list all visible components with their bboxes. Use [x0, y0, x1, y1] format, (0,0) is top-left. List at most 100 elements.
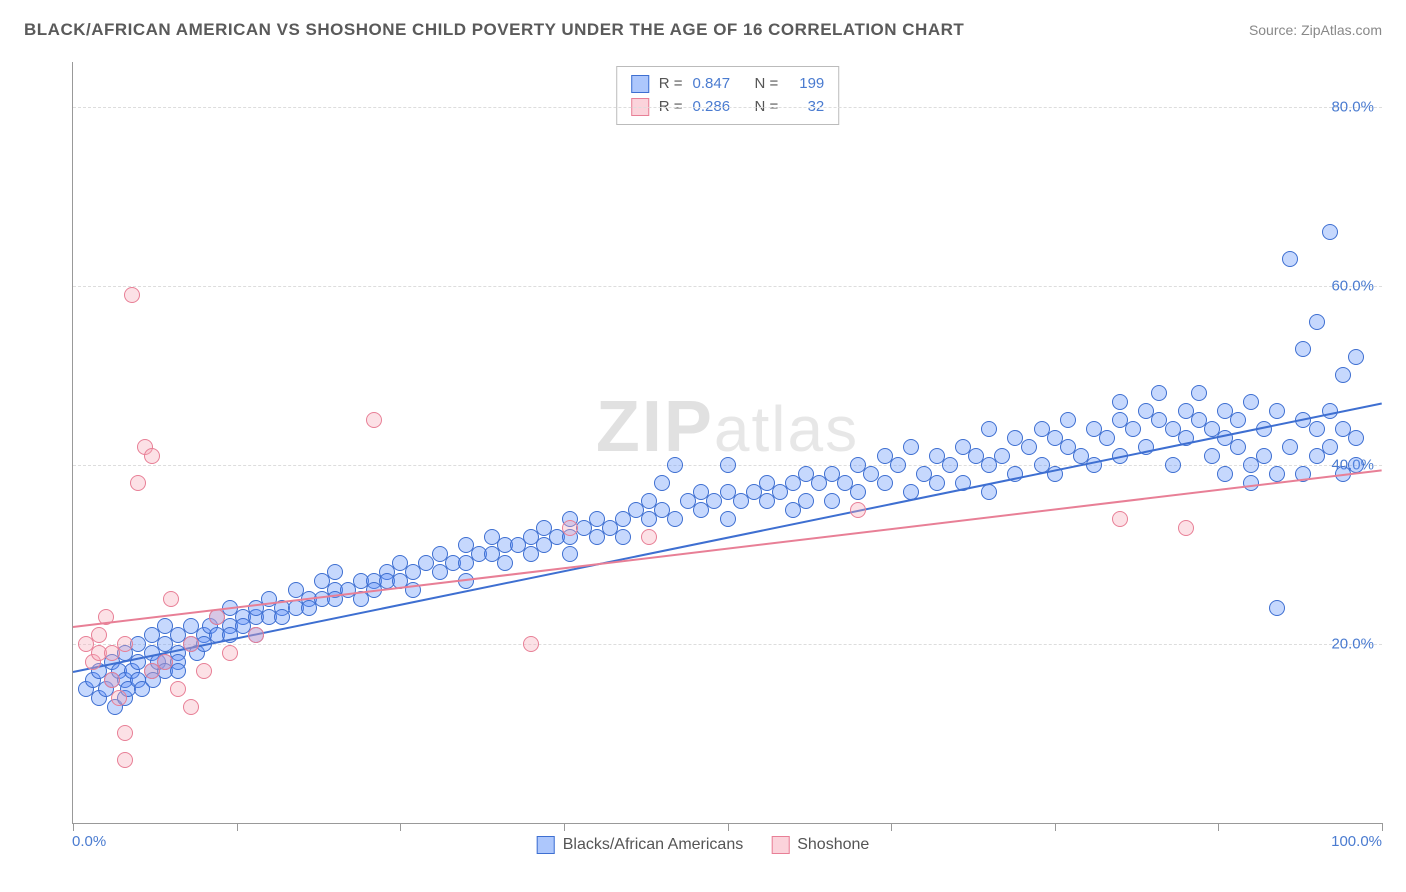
data-point-blacks	[1269, 600, 1285, 616]
data-point-shoshone	[144, 448, 160, 464]
data-point-blacks	[981, 421, 997, 437]
data-point-shoshone	[183, 636, 199, 652]
data-point-blacks	[720, 511, 736, 527]
source-attribution: Source: ZipAtlas.com	[1249, 22, 1382, 38]
data-point-blacks	[1269, 403, 1285, 419]
data-point-blacks	[1243, 394, 1259, 410]
x-tick	[237, 823, 238, 831]
data-point-blacks	[1112, 394, 1128, 410]
data-point-shoshone	[124, 287, 140, 303]
r-label: R =	[659, 73, 683, 96]
legend-item-shoshone: Shoshone	[771, 836, 869, 854]
scatter-plot-area: ZIPatlas R =0.847N =199R =0.286N =32 20.…	[72, 62, 1382, 824]
data-point-blacks	[654, 475, 670, 491]
data-point-blacks	[327, 564, 343, 580]
data-point-blacks	[1230, 412, 1246, 428]
trend-line-blacks	[73, 402, 1382, 673]
data-point-blacks	[1230, 439, 1246, 455]
data-point-shoshone	[248, 627, 264, 643]
data-point-blacks	[1269, 466, 1285, 482]
data-point-blacks	[1309, 314, 1325, 330]
x-tick	[400, 823, 401, 831]
data-point-shoshone	[117, 752, 133, 768]
legend-label-shoshone: Shoshone	[797, 836, 869, 854]
data-point-blacks	[1348, 430, 1364, 446]
data-point-blacks	[1021, 439, 1037, 455]
data-point-blacks	[1322, 439, 1338, 455]
data-point-blacks	[798, 493, 814, 509]
legend-swatch-shoshone	[771, 836, 789, 854]
data-point-blacks	[877, 475, 893, 491]
data-point-shoshone	[117, 636, 133, 652]
data-point-shoshone	[850, 502, 866, 518]
data-point-blacks	[1348, 349, 1364, 365]
gridline-horizontal	[73, 107, 1382, 108]
data-point-blacks	[824, 493, 840, 509]
x-tick	[1218, 823, 1219, 831]
data-point-shoshone	[163, 591, 179, 607]
data-point-blacks	[903, 439, 919, 455]
data-point-shoshone	[117, 725, 133, 741]
data-point-blacks	[1282, 439, 1298, 455]
data-point-shoshone	[104, 672, 120, 688]
y-tick-label: 80.0%	[1331, 98, 1374, 115]
data-point-shoshone	[130, 475, 146, 491]
data-point-blacks	[1060, 412, 1076, 428]
data-point-shoshone	[523, 636, 539, 652]
legend-item-blacks: Blacks/African Americans	[537, 836, 744, 854]
data-point-shoshone	[562, 520, 578, 536]
data-point-blacks	[1256, 448, 1272, 464]
data-point-blacks	[497, 555, 513, 571]
data-point-blacks	[929, 475, 945, 491]
watermark-atlas: atlas	[714, 393, 859, 465]
x-tick	[564, 823, 565, 831]
data-point-shoshone	[222, 645, 238, 661]
x-tick	[1055, 823, 1056, 831]
data-point-blacks	[1165, 457, 1181, 473]
data-point-blacks	[1151, 385, 1167, 401]
data-point-shoshone	[157, 654, 173, 670]
y-tick-label: 60.0%	[1331, 277, 1374, 294]
data-point-blacks	[1309, 421, 1325, 437]
swatch-blacks	[631, 75, 649, 93]
data-point-blacks	[1295, 341, 1311, 357]
data-point-shoshone	[111, 690, 127, 706]
data-point-blacks	[1191, 385, 1207, 401]
data-point-shoshone	[1112, 511, 1128, 527]
data-point-shoshone	[183, 699, 199, 715]
x-axis-max-label: 100.0%	[1331, 833, 1382, 850]
data-point-blacks	[667, 457, 683, 473]
watermark-zip: ZIP	[596, 387, 714, 467]
data-point-blacks	[720, 457, 736, 473]
chart-title: BLACK/AFRICAN AMERICAN VS SHOSHONE CHILD…	[24, 20, 964, 40]
x-tick	[1382, 823, 1383, 831]
stats-row-blacks: R = 0.847 N = 199	[631, 73, 825, 96]
data-point-blacks	[850, 484, 866, 500]
correlation-stats-legend: R =0.847N =199R =0.286N =32	[616, 66, 840, 125]
data-point-shoshone	[196, 663, 212, 679]
data-point-blacks	[1282, 251, 1298, 267]
n-label: N =	[755, 73, 779, 96]
data-point-blacks	[1125, 421, 1141, 437]
data-point-blacks	[1335, 367, 1351, 383]
data-point-shoshone	[641, 529, 657, 545]
gridline-horizontal	[73, 286, 1382, 287]
x-tick	[73, 823, 74, 831]
data-point-blacks	[615, 529, 631, 545]
data-point-blacks	[1348, 457, 1364, 473]
x-tick	[891, 823, 892, 831]
source-link[interactable]: ZipAtlas.com	[1301, 22, 1382, 38]
data-point-blacks	[1217, 466, 1233, 482]
n-value-blacks: 199	[788, 73, 824, 96]
data-point-blacks	[1204, 448, 1220, 464]
data-point-blacks	[994, 448, 1010, 464]
data-point-blacks	[1322, 224, 1338, 240]
r-value-blacks: 0.847	[693, 73, 745, 96]
legend-label-blacks: Blacks/African Americans	[563, 836, 744, 854]
data-point-shoshone	[170, 681, 186, 697]
chart-container: Child Poverty Under the Age of 16 ZIPatl…	[24, 54, 1382, 868]
data-point-blacks	[1243, 475, 1259, 491]
data-point-blacks	[562, 546, 578, 562]
y-tick-label: 20.0%	[1331, 635, 1374, 652]
data-point-blacks	[170, 663, 186, 679]
